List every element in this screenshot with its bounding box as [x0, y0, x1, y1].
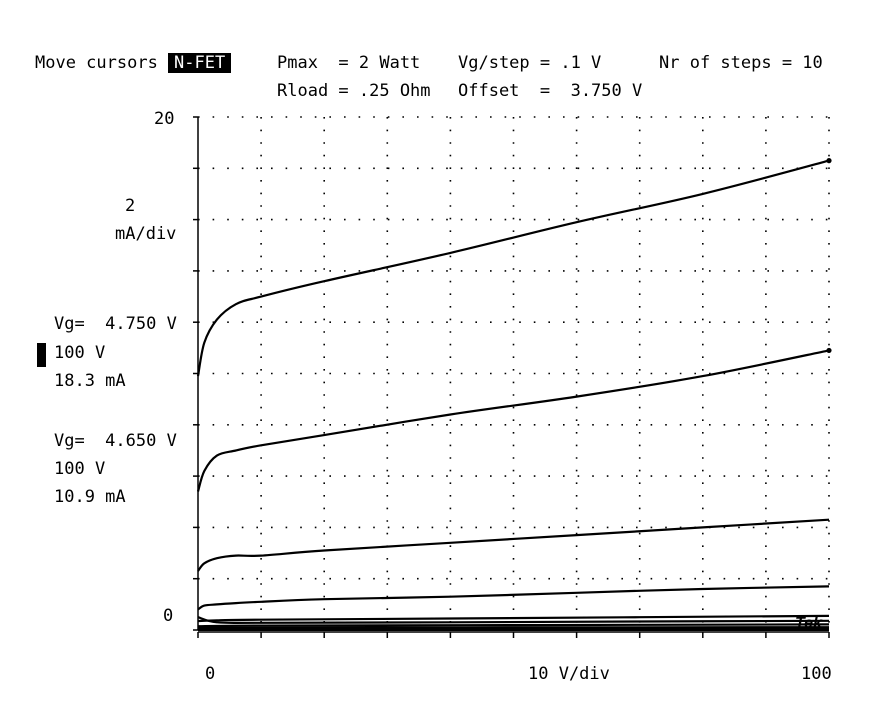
x-tick-label-right: 100	[801, 664, 832, 684]
trace-curve	[197, 518, 830, 572]
cursor1-id: 18.3 mA	[54, 371, 126, 391]
device-type-button[interactable]: N-FET	[168, 53, 232, 73]
cursor2-vd: 100 V	[54, 459, 106, 479]
trace-endpoint	[826, 347, 832, 354]
y-tick-label-top: 20	[154, 109, 175, 129]
trace-curve	[197, 616, 830, 624]
plot-traces	[196, 158, 832, 632]
trace-curve	[197, 585, 830, 611]
plot-frame	[193, 116, 830, 638]
y-div-value: 2	[125, 196, 136, 216]
cursor1-vg: Vg= 4.750 V	[54, 314, 177, 334]
move-cursors-label: Move cursors	[35, 53, 158, 73]
cursor2-vg: Vg= 4.650 V	[54, 431, 177, 451]
rload-readout: Rload = .25 Ohm	[277, 81, 431, 101]
cursor1-vd: 100 V	[54, 343, 106, 363]
cursor2-id: 10.9 mA	[54, 487, 126, 507]
y-tick-label-bottom: 0	[163, 606, 174, 626]
trace-curve	[196, 349, 830, 492]
plot-grid	[198, 116, 830, 630]
x-div-label: 10 V/div	[528, 664, 610, 684]
offset-readout: Offset = 3.750 V	[458, 81, 643, 101]
trace-curve	[197, 614, 830, 623]
y-div-unit: mA/div	[115, 224, 177, 244]
trace-curve	[197, 623, 830, 628]
tek-logo: Tek	[795, 615, 823, 632]
pmax-readout: Pmax = 2 Watt	[277, 53, 421, 73]
nr-steps-readout: Nr of steps = 10	[659, 53, 823, 73]
active-cursor-indicator	[37, 343, 46, 367]
x-tick-label-left: 0	[205, 664, 216, 684]
trace-curve	[196, 159, 830, 377]
vg-step-readout: Vg/step = .1 V	[458, 53, 602, 73]
trace-endpoint	[826, 158, 832, 164]
